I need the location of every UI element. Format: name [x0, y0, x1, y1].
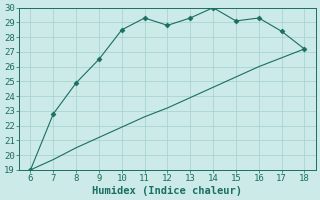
X-axis label: Humidex (Indice chaleur): Humidex (Indice chaleur): [92, 186, 243, 196]
